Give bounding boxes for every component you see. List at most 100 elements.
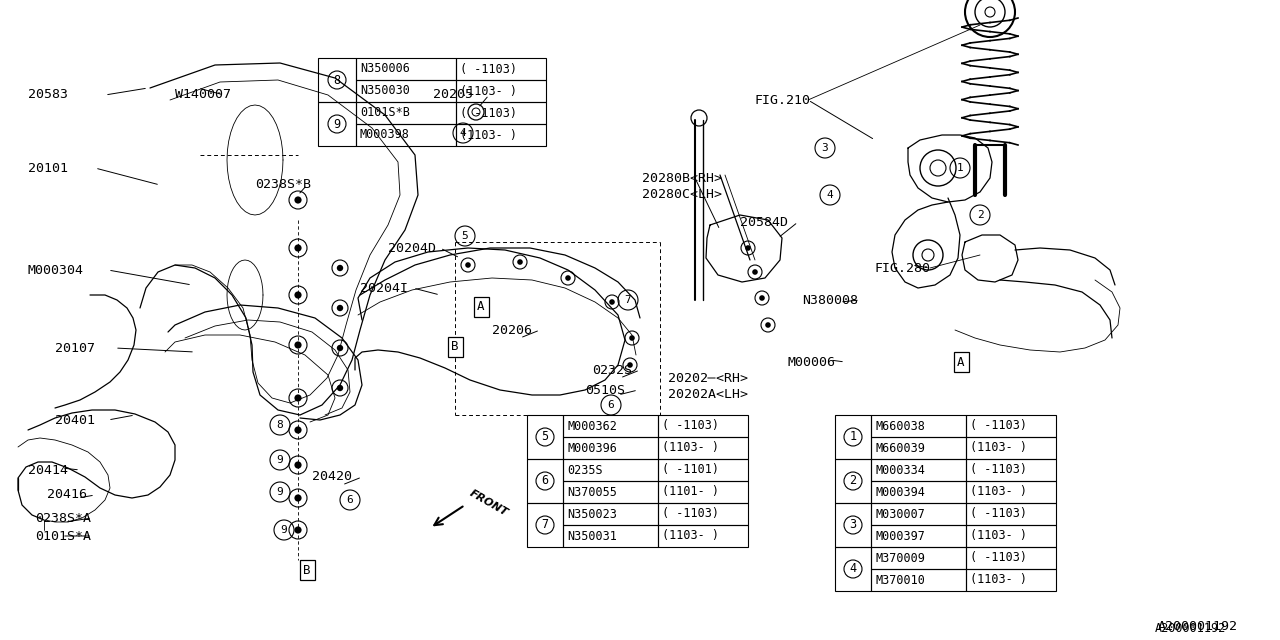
Bar bbox=[658, 503, 748, 525]
Text: N350006: N350006 bbox=[360, 63, 410, 76]
Text: 20205: 20205 bbox=[433, 88, 474, 102]
Text: ( -1103): ( -1103) bbox=[460, 106, 517, 120]
Text: 8: 8 bbox=[333, 74, 340, 86]
Text: N350031: N350031 bbox=[567, 529, 617, 543]
Bar bbox=[870, 569, 966, 591]
Circle shape bbox=[517, 259, 522, 265]
Circle shape bbox=[765, 322, 771, 328]
Text: 20414: 20414 bbox=[28, 463, 68, 477]
Text: ( -1103): ( -1103) bbox=[970, 508, 1027, 520]
Text: B: B bbox=[303, 563, 311, 577]
Bar bbox=[317, 58, 356, 102]
Text: (1101- ): (1101- ) bbox=[662, 486, 719, 499]
Circle shape bbox=[753, 269, 758, 275]
Bar bbox=[966, 547, 1056, 569]
Bar bbox=[870, 525, 966, 547]
Text: 6: 6 bbox=[608, 400, 614, 410]
Text: 20202 <RH>: 20202 <RH> bbox=[668, 371, 748, 385]
Text: (1103- ): (1103- ) bbox=[970, 442, 1027, 454]
Text: 1: 1 bbox=[956, 163, 964, 173]
Text: ( -1103): ( -1103) bbox=[970, 552, 1027, 564]
Text: 20202A<LH>: 20202A<LH> bbox=[668, 388, 748, 401]
Text: 7: 7 bbox=[625, 295, 631, 305]
Text: 20206: 20206 bbox=[492, 323, 532, 337]
Text: M000394: M000394 bbox=[876, 486, 925, 499]
Text: 0235S: 0235S bbox=[567, 463, 603, 477]
Text: N370055: N370055 bbox=[567, 486, 617, 499]
Bar bbox=[870, 481, 966, 503]
Bar bbox=[317, 102, 356, 146]
Text: 5: 5 bbox=[541, 431, 549, 444]
Bar bbox=[870, 415, 966, 437]
Bar bbox=[456, 80, 547, 102]
Bar bbox=[527, 415, 563, 459]
Text: M000334: M000334 bbox=[876, 463, 925, 477]
Text: (1103- ): (1103- ) bbox=[970, 573, 1027, 586]
Circle shape bbox=[294, 394, 302, 402]
Circle shape bbox=[630, 335, 635, 340]
Text: A: A bbox=[477, 301, 485, 314]
Bar bbox=[527, 503, 563, 547]
Text: (1103- ): (1103- ) bbox=[662, 442, 719, 454]
Text: ( -1103): ( -1103) bbox=[460, 63, 517, 76]
Circle shape bbox=[337, 385, 343, 391]
Text: 8: 8 bbox=[276, 420, 283, 430]
Text: 0101S*B: 0101S*B bbox=[360, 106, 410, 120]
Circle shape bbox=[294, 426, 302, 434]
Text: 2: 2 bbox=[850, 474, 856, 488]
Text: (1103- ): (1103- ) bbox=[662, 529, 719, 543]
Bar bbox=[658, 415, 748, 437]
Text: 20204D: 20204D bbox=[388, 241, 436, 255]
Text: 9: 9 bbox=[276, 455, 283, 465]
Bar bbox=[966, 569, 1056, 591]
Bar bbox=[966, 525, 1056, 547]
Text: M000362: M000362 bbox=[567, 419, 617, 433]
Circle shape bbox=[465, 262, 471, 268]
Bar bbox=[456, 102, 547, 124]
Text: M370010: M370010 bbox=[876, 573, 925, 586]
Text: 4: 4 bbox=[850, 563, 856, 575]
Text: W140007: W140007 bbox=[175, 88, 230, 102]
Circle shape bbox=[294, 494, 302, 502]
Text: 20420: 20420 bbox=[312, 470, 352, 483]
Text: (1103- ): (1103- ) bbox=[970, 486, 1027, 499]
Text: ( -1103): ( -1103) bbox=[662, 508, 719, 520]
Text: 0238S*A: 0238S*A bbox=[35, 511, 91, 525]
Circle shape bbox=[759, 295, 765, 301]
Circle shape bbox=[609, 299, 614, 305]
Text: 9: 9 bbox=[276, 487, 283, 497]
Bar bbox=[563, 481, 658, 503]
Text: M370009: M370009 bbox=[876, 552, 925, 564]
Text: M030007: M030007 bbox=[876, 508, 925, 520]
Text: FIG.280: FIG.280 bbox=[874, 262, 931, 275]
Text: 0238S*B: 0238S*B bbox=[255, 179, 311, 191]
Text: 9: 9 bbox=[333, 118, 340, 131]
Bar bbox=[658, 459, 748, 481]
Bar bbox=[966, 503, 1056, 525]
Text: 0101S*A: 0101S*A bbox=[35, 529, 91, 543]
Text: (1103- ): (1103- ) bbox=[460, 129, 517, 141]
Text: 20401: 20401 bbox=[55, 413, 95, 426]
Circle shape bbox=[337, 265, 343, 271]
Text: 3: 3 bbox=[822, 143, 828, 153]
Bar bbox=[356, 124, 456, 146]
Bar bbox=[966, 481, 1056, 503]
Bar bbox=[835, 415, 870, 459]
Text: 2: 2 bbox=[977, 210, 983, 220]
Text: 20584D: 20584D bbox=[740, 216, 788, 228]
Text: 6: 6 bbox=[541, 474, 549, 488]
Text: M660038: M660038 bbox=[876, 419, 925, 433]
Circle shape bbox=[294, 461, 302, 468]
Text: ( -1103): ( -1103) bbox=[970, 419, 1027, 433]
Bar bbox=[658, 481, 748, 503]
Text: 20280B<RH>: 20280B<RH> bbox=[643, 172, 722, 184]
Bar bbox=[456, 58, 547, 80]
Text: M000304: M000304 bbox=[28, 264, 84, 276]
Text: N380008: N380008 bbox=[803, 294, 858, 307]
Text: 7: 7 bbox=[541, 518, 549, 531]
Text: 20280C<LH>: 20280C<LH> bbox=[643, 188, 722, 200]
Circle shape bbox=[627, 362, 632, 368]
Text: 4: 4 bbox=[827, 190, 833, 200]
Text: 5: 5 bbox=[462, 231, 468, 241]
Bar bbox=[870, 503, 966, 525]
